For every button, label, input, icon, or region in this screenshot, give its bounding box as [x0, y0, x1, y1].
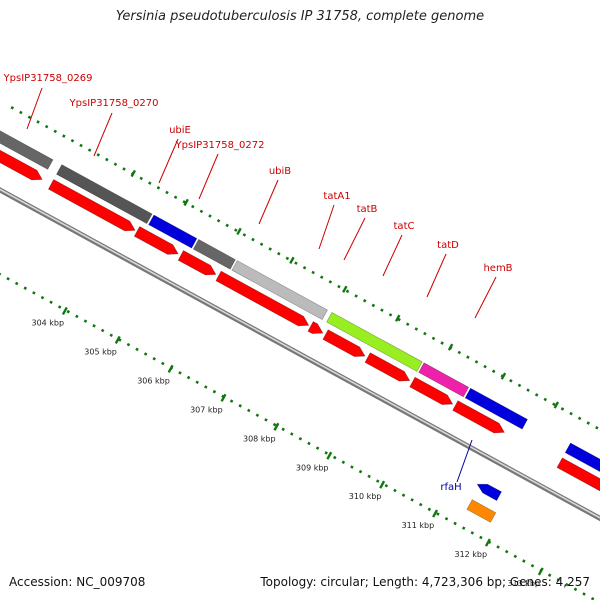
major-tick-outer — [553, 401, 560, 409]
label-leader-g270 — [93, 112, 113, 157]
feature-block-tatC — [418, 362, 470, 398]
label-leader-hemB — [474, 276, 497, 319]
major-tick — [220, 393, 227, 402]
gene-label-rfaH: rfaH — [440, 482, 461, 493]
major-tick-outer — [394, 314, 401, 322]
major-tick — [61, 306, 68, 316]
gene-label-tatC: tatC — [394, 221, 415, 232]
inner-ruler-track — [0, 272, 597, 600]
position-label: 309 kbp — [296, 463, 329, 472]
cds-arrow — [409, 376, 454, 405]
label-leader-ubiE — [158, 138, 179, 184]
feature-block-ubiE — [148, 214, 198, 249]
gene-label-ubiE: ubiE — [169, 125, 191, 136]
gene-label-tatD: tatD — [437, 240, 459, 251]
label-leader-tatB — [343, 217, 366, 261]
feature-block-tatA1 — [326, 311, 423, 372]
feature-block-hemB — [564, 442, 600, 472]
feature-block-g272 — [192, 238, 236, 270]
label-leader-g272 — [198, 153, 219, 200]
major-tick-outer — [183, 198, 189, 207]
feature-block-ubiB — [231, 260, 328, 321]
gene-label-g272: YpsIP31758_0272 — [175, 140, 265, 151]
major-tick-outer — [447, 343, 454, 351]
map-title: Yersinia pseudotuberculosis IP 31758, co… — [115, 9, 485, 24]
cds-arrow — [556, 457, 600, 492]
major-tick-outer — [289, 256, 295, 264]
position-label: 311 kbp — [402, 521, 435, 530]
major-tick — [484, 538, 491, 547]
genome-summary-text: Topology: circular; Length: 4,723,306 bp… — [260, 575, 590, 589]
gene-label-g270: YpsIP31758_0270 — [69, 98, 159, 109]
feature-block-g270 — [56, 164, 153, 225]
position-label: 306 kbp — [137, 376, 170, 385]
major-tick — [432, 509, 439, 518]
label-leader-rfaH — [456, 439, 473, 483]
cds-arrow — [47, 179, 136, 232]
position-label: 304 kbp — [31, 319, 64, 328]
feature-block-tatD — [464, 387, 528, 430]
cds-arrow — [322, 329, 366, 357]
cds-arrow — [452, 400, 505, 434]
label-leader-tatA1 — [318, 204, 335, 250]
cds-arrow — [215, 270, 310, 327]
major-tick — [114, 335, 121, 345]
major-tick-outer — [500, 372, 507, 380]
position-label: 307 kbp — [190, 405, 223, 414]
major-tick-outer — [236, 227, 242, 236]
label-leader-tatD — [426, 253, 447, 298]
gene-label-tatB: tatB — [357, 204, 378, 215]
position-label: 305 kbp — [84, 348, 117, 357]
major-tick — [537, 567, 544, 576]
major-tick — [326, 451, 333, 460]
feature-block-g269 — [0, 130, 54, 170]
gene-label-g269: YpsIP31758_0269 — [3, 73, 93, 84]
major-tick — [379, 480, 386, 489]
feature-block-rfaH — [466, 499, 497, 523]
cds-arrow — [307, 321, 324, 334]
cds-arrow — [364, 352, 411, 382]
major-tick-outer — [130, 169, 137, 178]
label-leader-g269 — [26, 87, 43, 130]
cds-arrow-rfaH — [476, 483, 502, 502]
position-label: 313 kbp — [507, 579, 540, 588]
label-leader-ubiB — [258, 179, 279, 225]
position-label: 310 kbp — [349, 492, 382, 501]
major-tick-outer — [342, 285, 348, 293]
position-label: 308 kbp — [243, 434, 276, 443]
major-tick — [273, 422, 280, 431]
backbone-inner — [0, 188, 600, 519]
accession-text: Accession: NC_009708 — [9, 575, 146, 589]
outer-ruler-track — [10, 106, 600, 431]
position-label: 312 kbp — [454, 550, 487, 559]
gene-label-tatA1: tatA1 — [323, 191, 350, 202]
cds-arrow — [0, 149, 43, 181]
major-tick — [167, 364, 174, 373]
gene-label-hemB: hemB — [483, 263, 512, 274]
gene-label-ubiB: ubiB — [269, 166, 291, 177]
cds-arrow — [133, 226, 179, 255]
cds-arrow — [177, 250, 217, 276]
label-leader-tatC — [382, 234, 403, 277]
